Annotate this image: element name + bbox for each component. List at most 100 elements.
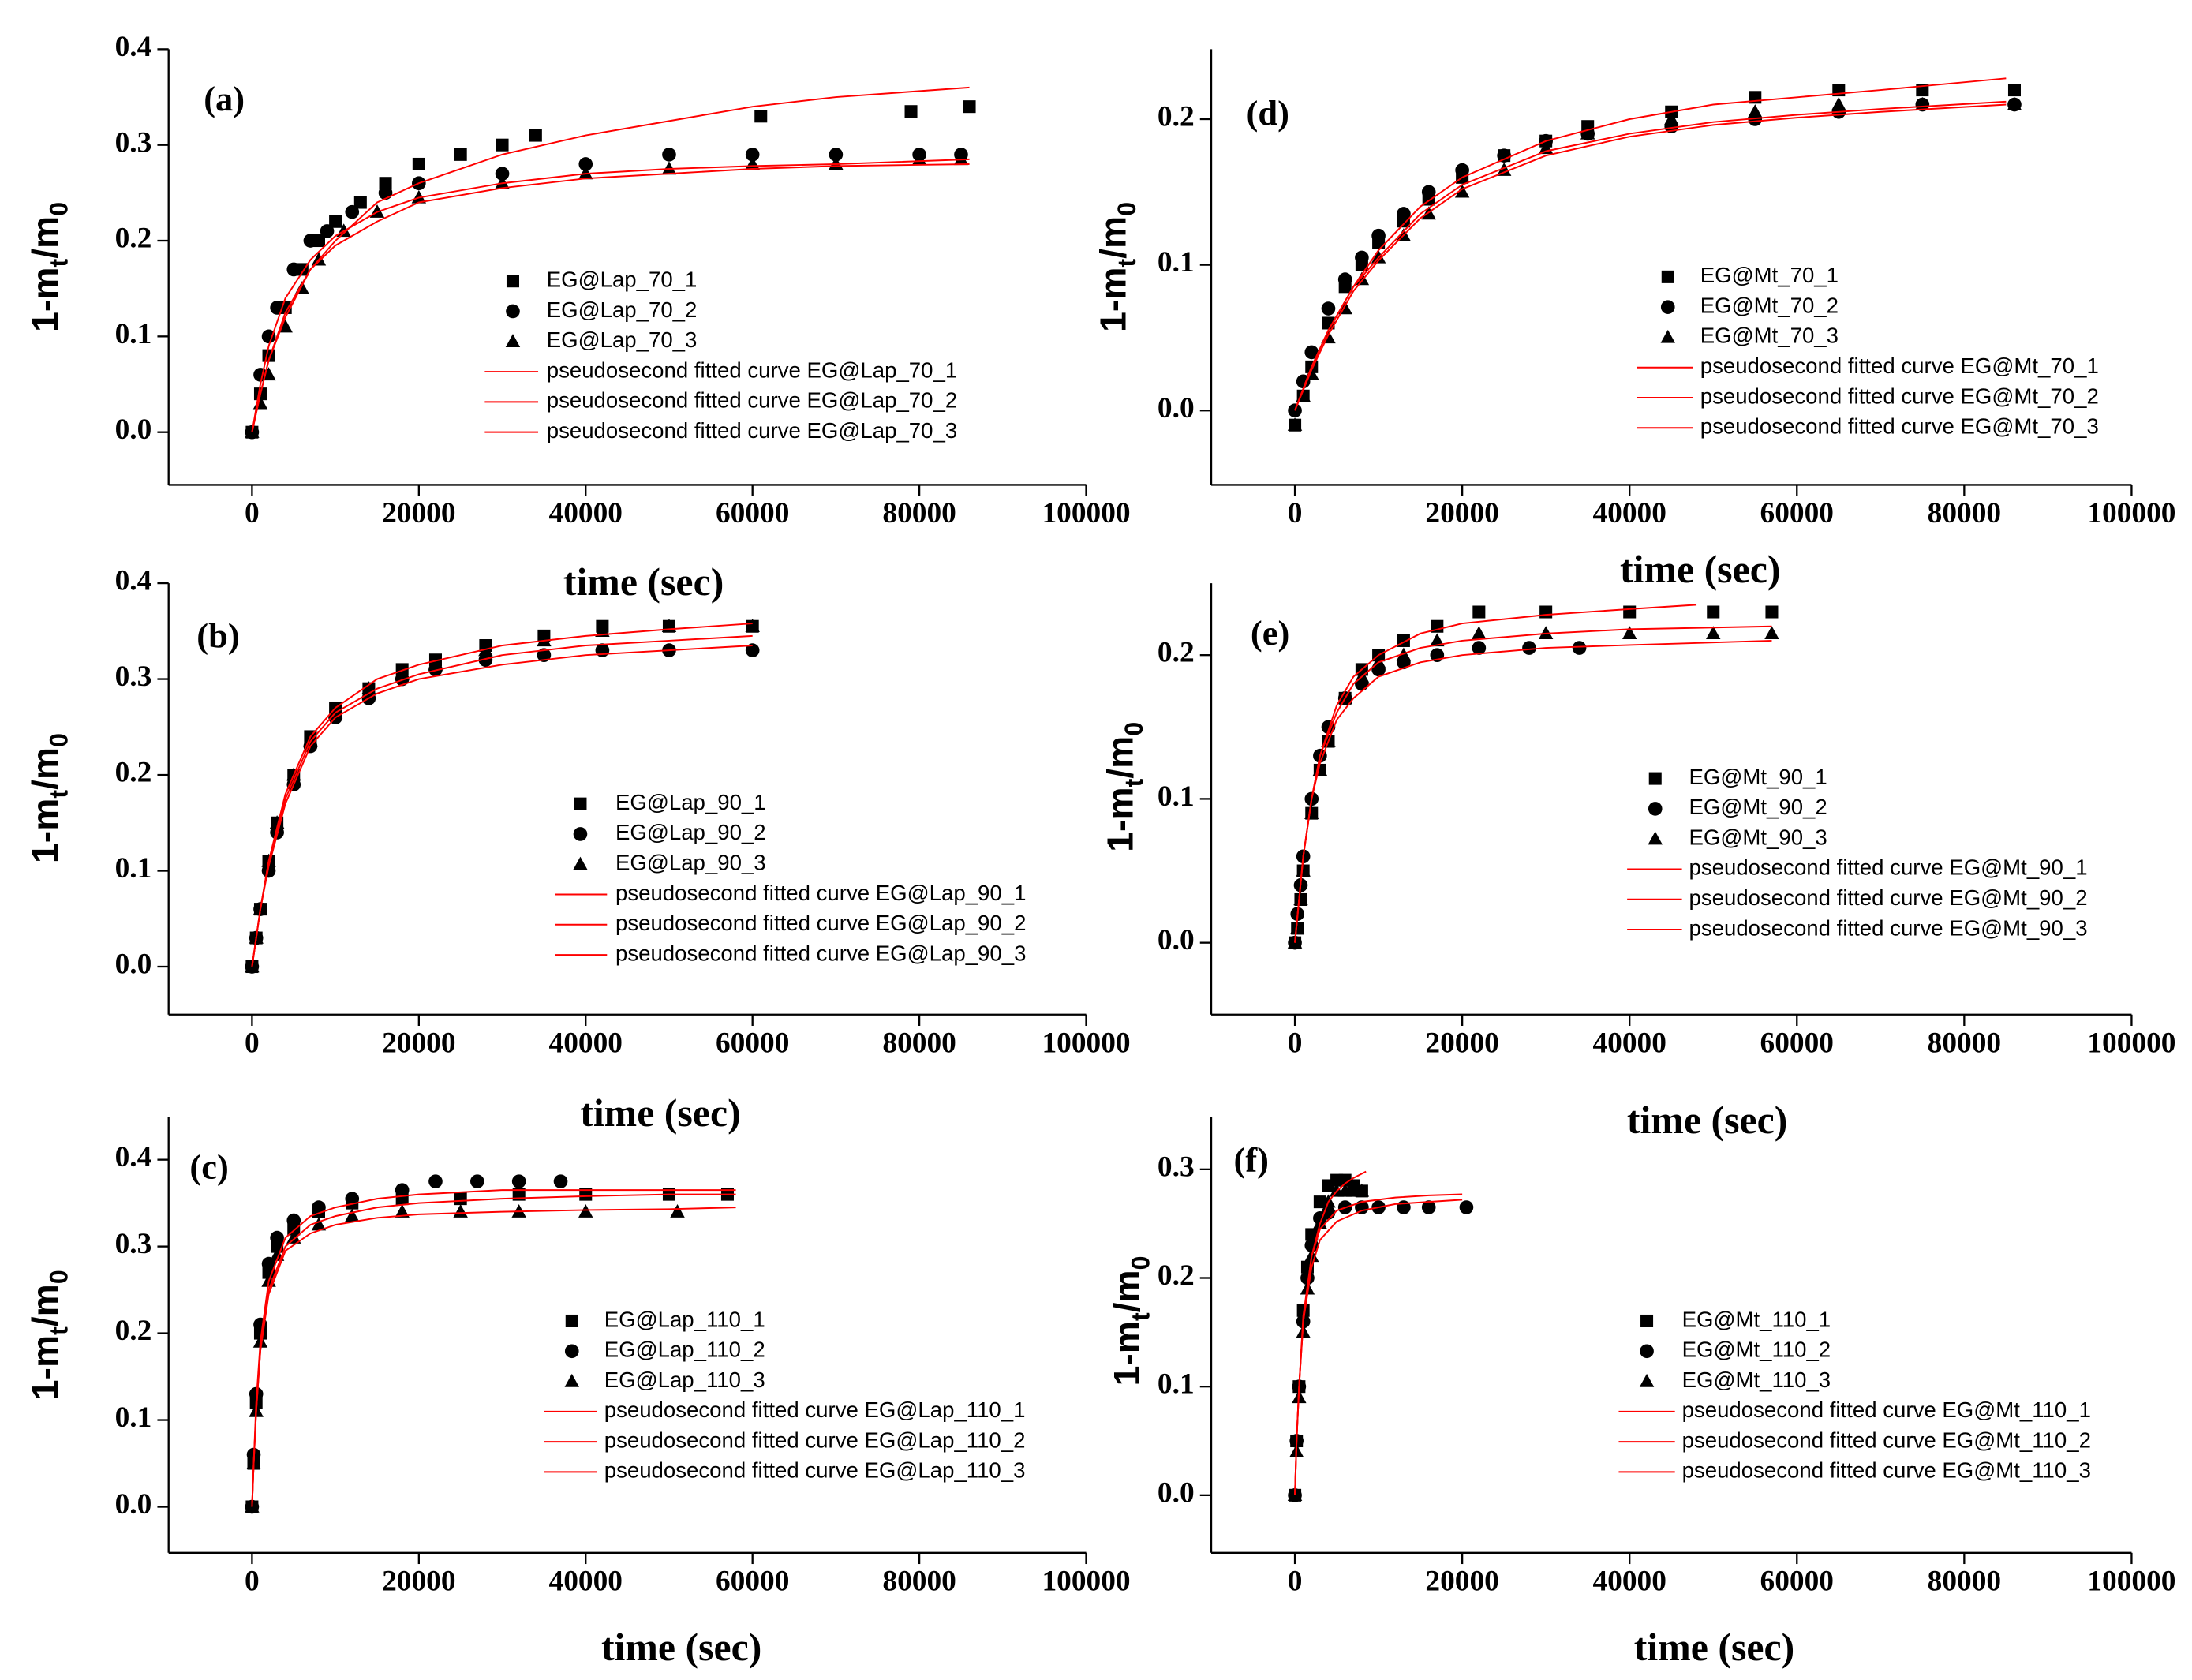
- x-tick-label: 80000: [882, 1566, 956, 1598]
- y-tick-label: 0.1: [115, 318, 152, 350]
- y-tick-label: 0.4: [115, 31, 152, 63]
- x-tick-label: 40000: [1592, 1566, 1666, 1598]
- data-point: [312, 1200, 326, 1214]
- data-point: [454, 1192, 467, 1206]
- y-tick-label: 0.0: [115, 1488, 152, 1521]
- data-point: [1397, 207, 1411, 221]
- y-axis-label-part: 1-m: [1106, 1321, 1147, 1386]
- data-point: [261, 863, 276, 878]
- x-tick-label: 20000: [382, 1566, 455, 1598]
- x-axis-label: time (sec): [1634, 1626, 1794, 1669]
- y-axis-label-part: /m: [1099, 736, 1140, 779]
- y-tick-label: 0.3: [115, 660, 152, 693]
- y-axis-label-subscript: t: [44, 1326, 73, 1335]
- y-axis-label-subscript: 0: [1113, 202, 1141, 216]
- y-axis-label: 1-mt/m0: [1099, 722, 1147, 852]
- legend-label: EG@Mt_90_3: [1689, 825, 1827, 849]
- legend-marker: [506, 275, 519, 288]
- data-point: [1539, 605, 1553, 619]
- data-point: [1472, 641, 1487, 655]
- data-point: [1454, 184, 1470, 198]
- x-tick-label: 60000: [1760, 1027, 1834, 1060]
- data-point: [2007, 84, 2021, 97]
- data-point: [428, 657, 443, 671]
- legend-label: EG@Mt_110_3: [1682, 1368, 1831, 1392]
- y-axis-label-part: 1-m: [24, 267, 65, 331]
- x-tick-label: 0: [245, 1027, 260, 1060]
- data-point: [1538, 626, 1554, 640]
- y-tick-label: 0.4: [115, 1141, 152, 1173]
- x-tick-label: 100000: [2087, 497, 2175, 529]
- legend-marker: [505, 334, 521, 347]
- x-axis-label: time (sec): [1620, 548, 1780, 591]
- x-tick-label: 20000: [382, 1027, 455, 1060]
- legend-label: EG@Mt_110_2: [1682, 1338, 1831, 1362]
- x-tick-label: 80000: [1928, 497, 2001, 529]
- legend-marker: [1640, 1344, 1654, 1359]
- data-point: [286, 262, 301, 277]
- legend-label: EG@Lap_90_2: [615, 820, 766, 844]
- legend-marker: [564, 1344, 579, 1359]
- legend-label: EG@Lap_70_1: [547, 267, 698, 291]
- legend-marker: [1648, 802, 1663, 816]
- data-point: [261, 329, 276, 344]
- data-point: [320, 224, 335, 238]
- y-tick-label: 0.3: [115, 126, 152, 159]
- data-point: [1296, 862, 1311, 877]
- data-point: [395, 1204, 410, 1218]
- legend-marker: [574, 797, 587, 810]
- y-axis-label: 1-mt/m0: [24, 1270, 73, 1400]
- data-point: [1304, 345, 1319, 360]
- legend-marker: [1640, 1314, 1654, 1327]
- panel-label: (c): [189, 1147, 228, 1187]
- y-axis-label-part: /m: [24, 1284, 65, 1326]
- legend-marker: [1660, 329, 1675, 343]
- data-point: [529, 129, 542, 142]
- y-axis-label-part: 1-m: [1099, 787, 1140, 851]
- y-tick-label: 0.0: [115, 413, 152, 446]
- data-point: [470, 1174, 484, 1188]
- legend-label: pseudosecond fitted curve EG@Mt_90_2: [1689, 885, 2087, 910]
- y-tick-label: 0.1: [115, 1401, 152, 1434]
- x-tick-label: 80000: [882, 497, 956, 529]
- data-point: [904, 105, 918, 118]
- y-axis-label: 1-mt/m0: [1106, 1256, 1154, 1386]
- data-point: [537, 633, 552, 647]
- x-tick-label: 60000: [716, 1027, 789, 1060]
- data-point: [1664, 111, 1679, 125]
- x-tick-label: 100000: [1042, 1027, 1130, 1060]
- data-point: [745, 619, 760, 632]
- y-axis-label-part: 1-m: [1092, 267, 1133, 331]
- legend-label: pseudosecond fitted curve EG@Lap_110_2: [604, 1427, 1026, 1452]
- legend-label: EG@Lap_110_2: [604, 1338, 765, 1362]
- fit-curve: [251, 163, 970, 432]
- data-point: [1421, 1200, 1436, 1214]
- data-point: [278, 319, 293, 333]
- y-tick-label: 0.1: [1158, 246, 1195, 279]
- legend-label: pseudosecond fitted curve EG@Lap_90_2: [615, 911, 1026, 935]
- legend-marker: [1661, 270, 1674, 283]
- legend-label: pseudosecond fitted curve EG@Lap_70_3: [547, 418, 957, 443]
- legend-label: EG@Lap_70_3: [547, 327, 698, 352]
- y-axis-label-subscript: t: [1120, 778, 1148, 787]
- x-axis-label: time (sec): [580, 1091, 740, 1135]
- legend-label: EG@Lap_90_1: [615, 790, 766, 814]
- data-point: [428, 1174, 443, 1188]
- data-point: [1748, 104, 1763, 118]
- x-tick-label: 40000: [549, 1027, 623, 1060]
- y-tick-label: 0.3: [115, 1228, 152, 1260]
- x-tick-label: 100000: [2087, 1566, 2175, 1598]
- legend-label: pseudosecond fitted curve EG@Lap_90_3: [615, 941, 1026, 965]
- legend-marker: [573, 856, 588, 870]
- x-tick-label: 20000: [1425, 1566, 1498, 1598]
- data-point: [1288, 403, 1302, 418]
- data-point: [345, 204, 360, 219]
- data-point: [1430, 633, 1445, 647]
- x-tick-label: 60000: [716, 497, 789, 529]
- data-point: [1472, 605, 1486, 619]
- data-point: [1293, 892, 1308, 906]
- legend-label: EG@Lap_110_3: [604, 1368, 765, 1392]
- data-point: [286, 1213, 301, 1228]
- x-tick-label: 60000: [1760, 1566, 1834, 1598]
